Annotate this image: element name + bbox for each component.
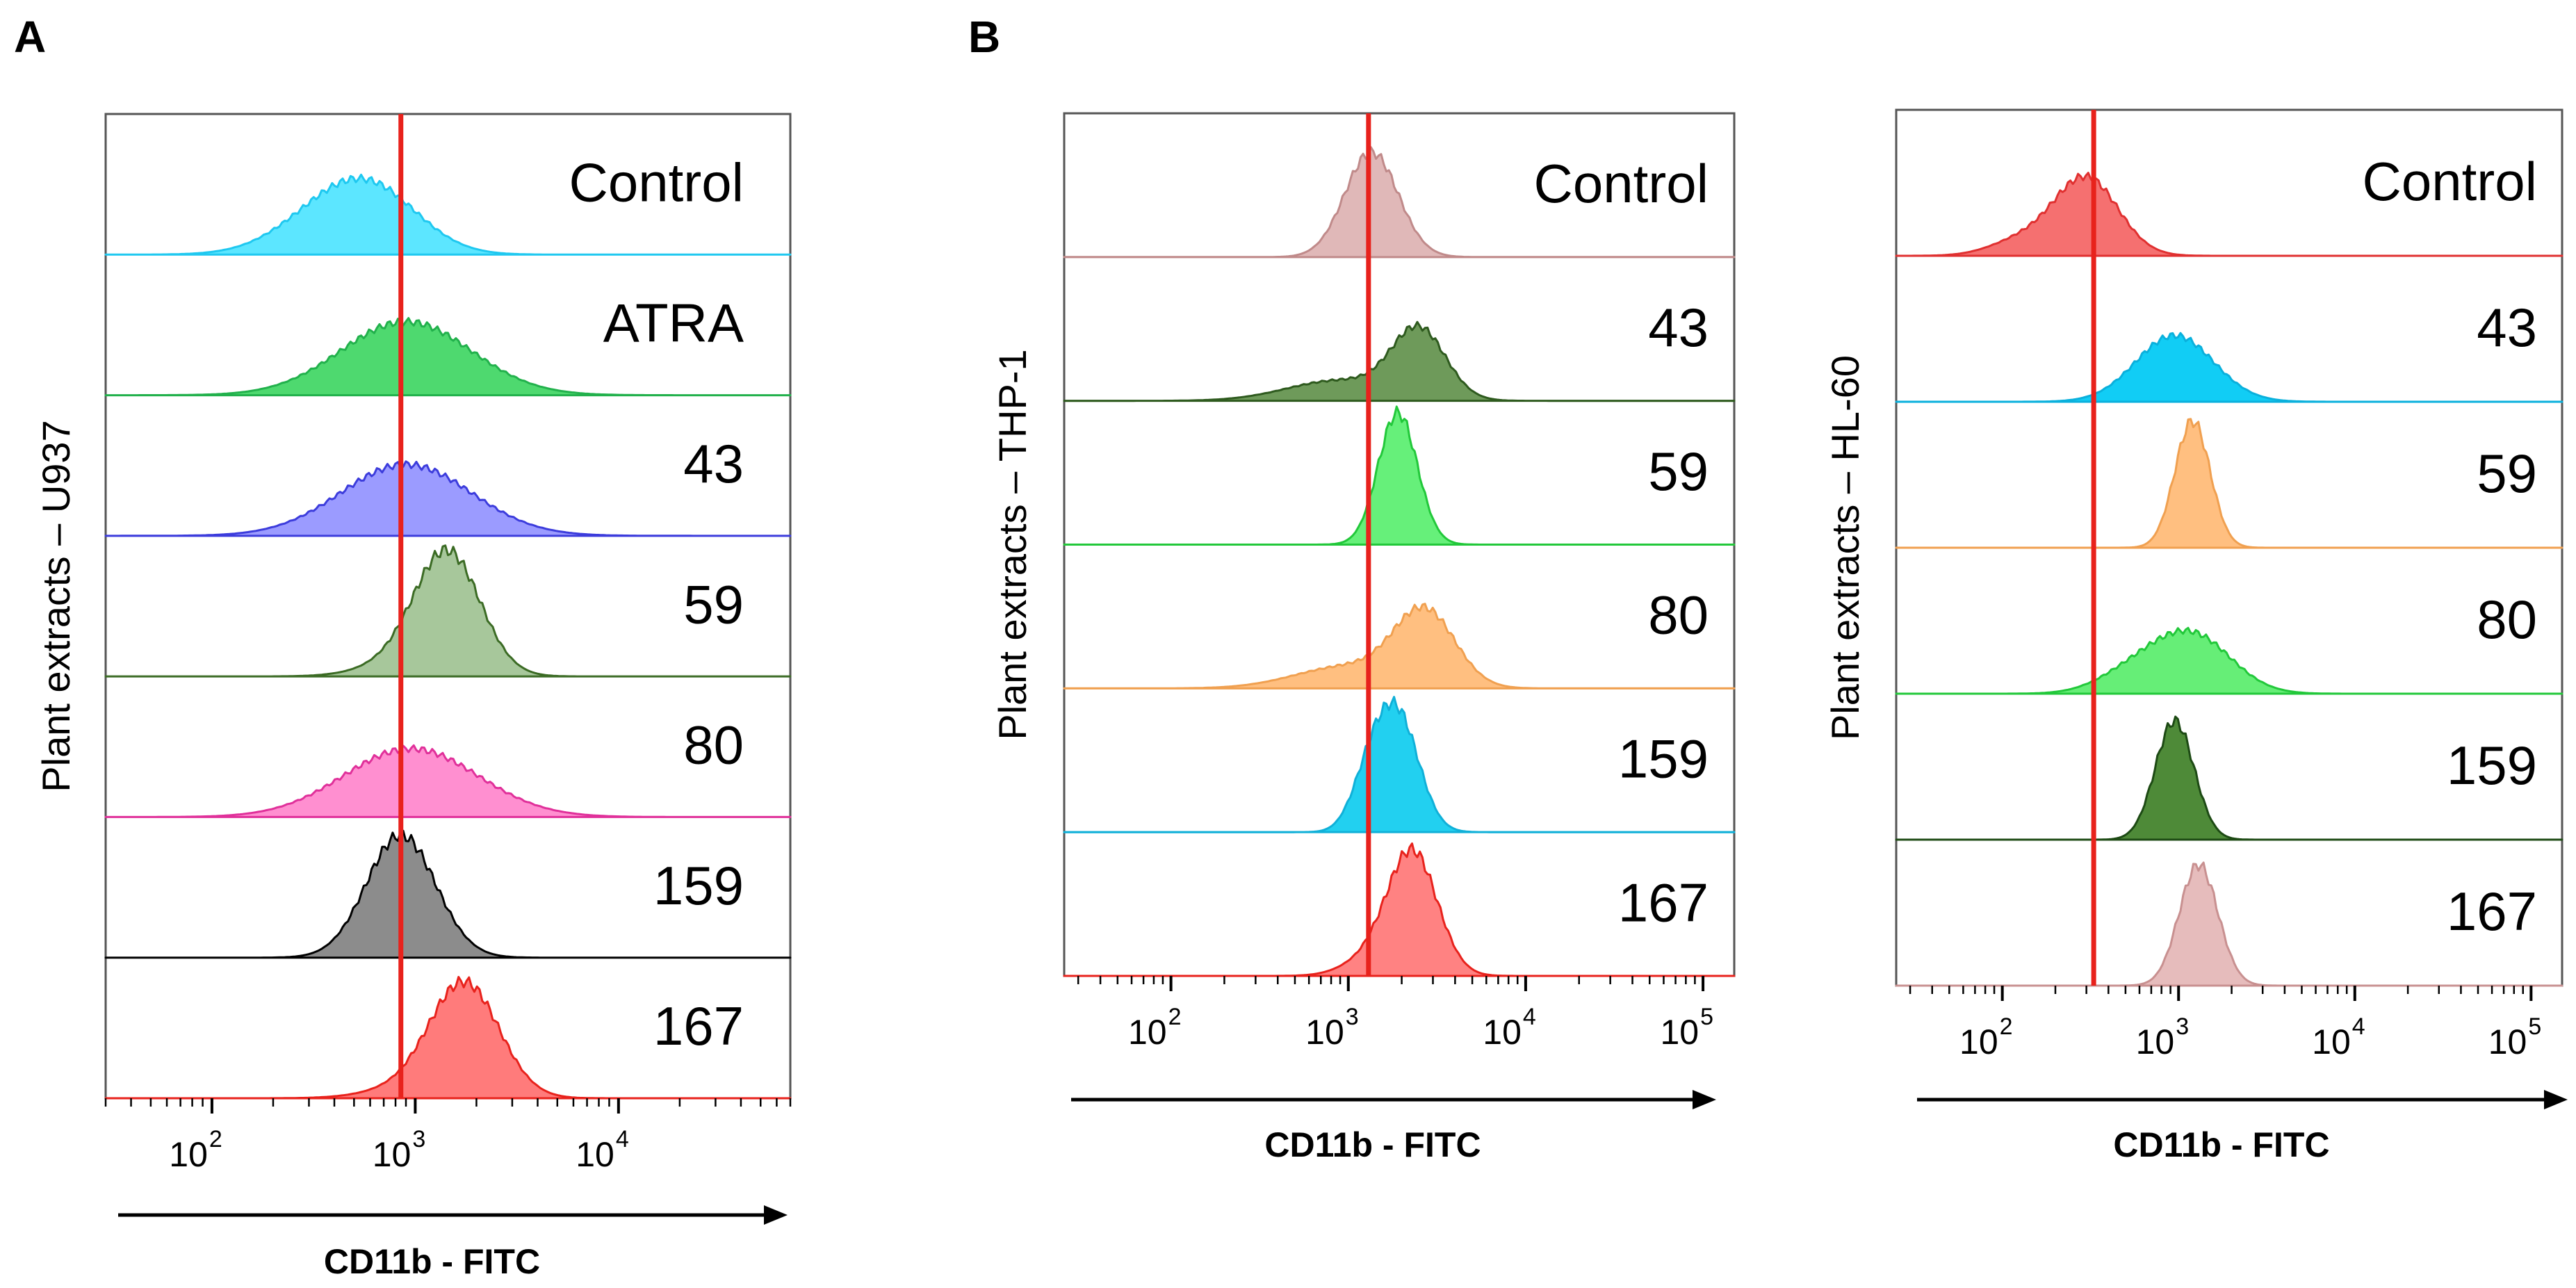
x-tick-label-exponent: 5	[1700, 1004, 1713, 1030]
y-axis-label: Plant extracts – THP-1	[991, 349, 1034, 740]
x-axis-label: CD11b - FITC	[2113, 1125, 2329, 1164]
x-tick-label-base: 10	[1128, 1013, 1167, 1052]
x-axis-arrowhead	[1693, 1090, 1716, 1109]
histogram-3-2	[1895, 332, 2563, 403]
histogram-2-2	[1063, 320, 1736, 402]
row-label-1-1: Control	[569, 152, 744, 213]
x-tick-label-base: 10	[1959, 1022, 1998, 1061]
row-label-1-4: 59	[683, 573, 744, 635]
panel-letter-b: B	[968, 12, 1000, 62]
x-tick-label: 10 3	[373, 1126, 426, 1174]
row-label-2-5: 159	[1618, 728, 1709, 790]
row-label-1-2: ATRA	[603, 293, 744, 354]
y-axis-label: Plant extracts – HL-60	[1823, 355, 1867, 740]
x-tick-label: 10 4	[2312, 1013, 2365, 1061]
x-tick-label: 10 3	[1305, 1004, 1359, 1052]
row-label-2-6: 167	[1618, 872, 1709, 933]
histogram-2-4	[1063, 603, 1736, 690]
x-tick-label-base: 10	[2136, 1022, 2175, 1061]
row-label-3-1: Control	[2363, 151, 2537, 212]
x-tick-label-base: 10	[576, 1135, 614, 1174]
row-label-2-1: Control	[1534, 153, 1709, 214]
x-tick-label-base: 10	[1660, 1013, 1699, 1052]
x-tick-label-base: 10	[1483, 1013, 1522, 1052]
x-tick-label-exponent: 3	[1346, 1004, 1359, 1030]
row-label-1-7: 167	[653, 995, 744, 1057]
row-label-3-4: 80	[2477, 589, 2537, 650]
x-axis-label: CD11b - FITC	[1264, 1125, 1481, 1164]
x-tick-label-exponent: 4	[616, 1126, 629, 1152]
row-label-3-3: 59	[2477, 443, 2537, 504]
x-tick-label: 10 3	[2136, 1013, 2190, 1061]
row-label-1-3: 43	[683, 433, 744, 494]
x-tick-label: 10 2	[169, 1126, 222, 1174]
row-label-2-4: 80	[1648, 585, 1709, 646]
x-tick-label-exponent: 2	[209, 1126, 222, 1152]
x-tick-label-exponent: 4	[2352, 1013, 2365, 1040]
y-axis-label: Plant extracts – U937	[34, 420, 78, 792]
x-tick-label-base: 10	[373, 1135, 411, 1174]
x-tick-label-base: 10	[169, 1135, 208, 1174]
row-label-3-2: 43	[2477, 297, 2537, 358]
row-label-3-5: 159	[2447, 735, 2537, 796]
row-label-2-3: 59	[1648, 441, 1709, 502]
x-tick-label: 10 5	[1660, 1004, 1713, 1052]
x-tick-label: 10 4	[576, 1126, 629, 1174]
row-label-2-2: 43	[1648, 297, 1709, 358]
histogram-2-3	[1063, 405, 1736, 546]
x-tick-label-base: 10	[2312, 1022, 2351, 1061]
x-tick-label: 10 4	[1483, 1004, 1536, 1052]
x-tick-label: 10 2	[1959, 1013, 2013, 1061]
row-label-1-6: 159	[653, 855, 744, 916]
panel-letter-a: A	[14, 12, 46, 62]
histogram-3-4	[1895, 626, 2563, 695]
x-tick-label-exponent: 2	[1168, 1004, 1182, 1030]
x-axis-arrowhead	[2544, 1090, 2568, 1109]
x-tick-label-base: 10	[1305, 1013, 1344, 1052]
row-label-1-5: 80	[683, 715, 744, 776]
x-tick-label-base: 10	[2488, 1022, 2527, 1061]
x-axis-label: CD11b - FITC	[324, 1242, 540, 1281]
histogram-3-3	[1895, 418, 2563, 549]
x-tick-label: 10 5	[2488, 1013, 2542, 1061]
x-tick-label-exponent: 4	[1523, 1004, 1536, 1030]
x-tick-label-exponent: 3	[412, 1126, 425, 1152]
x-tick-label-exponent: 2	[2000, 1013, 2013, 1040]
row-label-3-6: 167	[2447, 881, 2537, 942]
x-tick-label-exponent: 3	[2176, 1013, 2189, 1040]
x-tick-label: 10 2	[1128, 1004, 1182, 1052]
x-tick-label-exponent: 5	[2528, 1013, 2541, 1040]
x-axis-arrowhead	[764, 1205, 788, 1225]
